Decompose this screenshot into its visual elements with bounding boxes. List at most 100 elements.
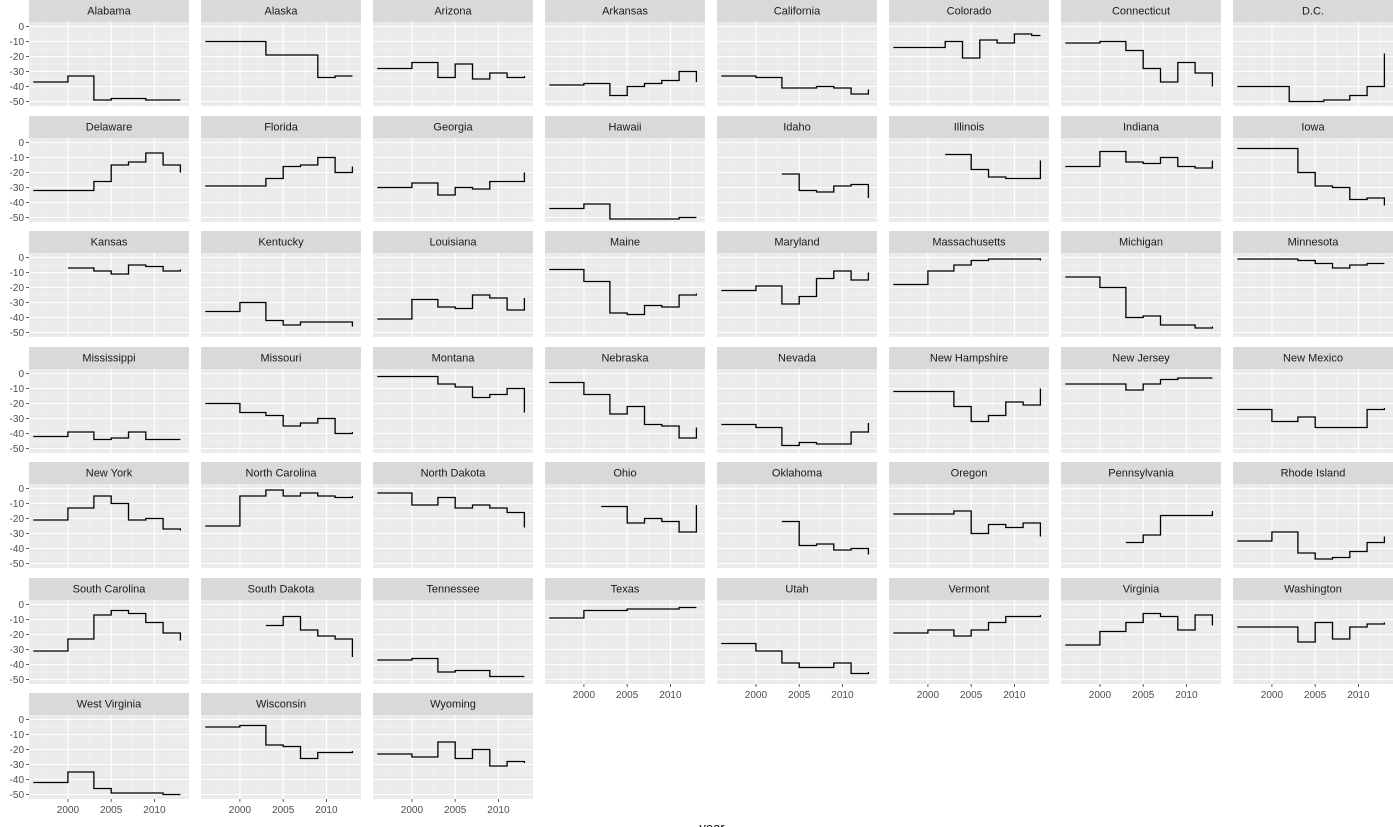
y-tick-label: -20 bbox=[10, 745, 25, 756]
x-tick-label: 2000 bbox=[573, 690, 596, 701]
x-tick-label: 2000 bbox=[229, 805, 252, 816]
facet-strip bbox=[717, 347, 877, 369]
facet-strip bbox=[1233, 231, 1393, 253]
y-tick-label: -30 bbox=[10, 645, 25, 656]
step-line bbox=[945, 153, 1042, 180]
step-line bbox=[377, 657, 525, 678]
step-line bbox=[377, 375, 526, 413]
facet-strip bbox=[889, 231, 1049, 253]
facet-panel: Oregon bbox=[889, 462, 1049, 568]
facet-panel: Delaware 0 -10 -20 -30 -40 -50 bbox=[10, 116, 189, 224]
step-line bbox=[1065, 612, 1214, 646]
facet-panel: Mississippi 0 -10 -20 -30 -40 -50 bbox=[10, 347, 189, 455]
facet-panel: Ohio bbox=[545, 462, 705, 568]
y-tick-label: -40 bbox=[10, 198, 25, 209]
y-tick-label: -50 bbox=[10, 328, 25, 339]
facet-strip bbox=[1061, 231, 1221, 253]
step-line bbox=[1237, 258, 1385, 269]
facet-panel: Kentucky bbox=[201, 231, 361, 337]
y-tick-label: 0 bbox=[18, 715, 24, 726]
facet-panel: Louisiana bbox=[373, 231, 533, 337]
step-line bbox=[205, 402, 354, 435]
facet-panel: Alabama 0 -10 -20 -30 -40 -50 bbox=[10, 0, 189, 108]
facet-strip bbox=[373, 116, 533, 138]
facet-strip bbox=[29, 462, 189, 484]
facet-panel: New Mexico bbox=[1233, 347, 1393, 453]
facet-label: Washington bbox=[1284, 584, 1342, 596]
facet-panel: New Hampshire bbox=[889, 347, 1049, 453]
facet-strip bbox=[717, 462, 877, 484]
facet-strip bbox=[29, 347, 189, 369]
facet-label: Kentucky bbox=[258, 237, 304, 249]
facet-label: Arkansas bbox=[602, 6, 648, 18]
x-tick-label: 2010 bbox=[1003, 690, 1026, 701]
facet-strip bbox=[545, 578, 705, 600]
x-tick-label: 2010 bbox=[831, 690, 854, 701]
facet-strip bbox=[201, 693, 361, 715]
step-line bbox=[205, 156, 354, 187]
facet-strip bbox=[717, 116, 877, 138]
facet-panel: Georgia bbox=[373, 116, 533, 222]
step-line bbox=[33, 152, 182, 192]
facet-label: Pennsylvania bbox=[1108, 468, 1174, 480]
facet-strip bbox=[717, 578, 877, 600]
step-line bbox=[781, 173, 870, 198]
facet-label: Kansas bbox=[91, 237, 128, 249]
y-tick-label: -30 bbox=[10, 67, 25, 78]
facet-panels: Alabama 0 -10 -20 -30 -40 -50 Alaska Arizona Arka… bbox=[10, 0, 1393, 816]
facet-strip bbox=[545, 0, 705, 22]
x-tick-label: 2005 bbox=[1132, 690, 1155, 701]
facet-panel: Nebraska bbox=[545, 347, 705, 453]
step-line bbox=[1065, 377, 1213, 391]
y-tick-label: -40 bbox=[10, 313, 25, 324]
facet-strip bbox=[201, 116, 361, 138]
facet-strip bbox=[29, 116, 189, 138]
facet-label: Mississippi bbox=[82, 353, 135, 365]
facet-panel: Rhode Island bbox=[1233, 462, 1393, 568]
facet-label: Tennessee bbox=[426, 584, 479, 596]
facet-label: Nevada bbox=[778, 353, 817, 365]
facet-panel: Oklahoma bbox=[717, 462, 877, 568]
y-tick-label: -50 bbox=[10, 97, 25, 108]
y-tick-label: -20 bbox=[10, 630, 25, 641]
facet-panel: New York 0 -10 -20 -30 -40 -50 bbox=[10, 462, 189, 570]
facet-panel: Florida bbox=[201, 116, 361, 222]
facet-panel: Idaho bbox=[717, 116, 877, 222]
facet-label: Michigan bbox=[1119, 237, 1163, 249]
step-line bbox=[33, 771, 181, 796]
facet-panel: West Virginia 0 -10 -20 -30 -40 -50 2000 2005 201… bbox=[10, 693, 189, 816]
y-tick-label: 0 bbox=[18, 484, 24, 495]
facet-label: Delaware bbox=[86, 122, 132, 134]
facet-strip bbox=[29, 578, 189, 600]
y-tick-label: -50 bbox=[10, 444, 25, 455]
facet-strip bbox=[1233, 0, 1393, 22]
x-tick-label: 2010 bbox=[487, 805, 510, 816]
facet-label: Connecticut bbox=[1112, 6, 1170, 18]
facet-panel: Minnesota bbox=[1233, 231, 1393, 337]
facet-strip bbox=[889, 578, 1049, 600]
facet-panel: Arkansas bbox=[545, 0, 705, 106]
x-tick-label: 2005 bbox=[1304, 690, 1327, 701]
x-tick-label: 2000 bbox=[917, 690, 940, 701]
facet-panel: Hawaii bbox=[545, 116, 705, 222]
step-line bbox=[1065, 276, 1214, 329]
facet-panel: Maryland bbox=[717, 231, 877, 337]
step-line bbox=[377, 61, 526, 80]
facet-label: Utah bbox=[785, 584, 808, 596]
step-line bbox=[205, 301, 354, 327]
step-line bbox=[893, 33, 1041, 59]
x-tick-label: 2000 bbox=[1089, 690, 1112, 701]
step-line bbox=[549, 70, 698, 97]
facet-panel: Alaska bbox=[201, 0, 361, 106]
facet-panel: Wisconsin 2000 2005 2010 bbox=[201, 693, 361, 816]
facet-label: Colorado bbox=[947, 6, 992, 18]
step-line bbox=[721, 75, 870, 95]
facet-label: Hawaii bbox=[608, 122, 641, 134]
y-tick-label: -40 bbox=[10, 429, 25, 440]
facet-panel: Missouri bbox=[201, 347, 361, 453]
facet-label: New Mexico bbox=[1283, 353, 1343, 365]
facet-label: Oregon bbox=[951, 468, 988, 480]
y-tick-label: -50 bbox=[10, 790, 25, 801]
y-tick-label: -30 bbox=[10, 529, 25, 540]
facet-label: Alaska bbox=[264, 6, 298, 18]
